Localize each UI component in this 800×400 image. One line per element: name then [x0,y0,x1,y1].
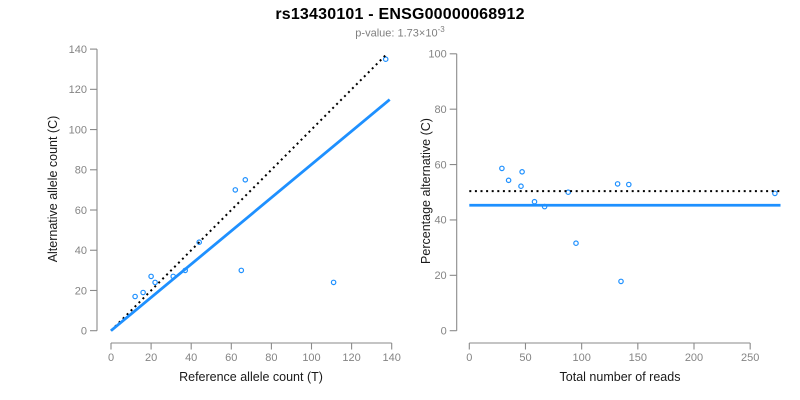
y-tick-label: 20 [434,270,446,282]
x-tick-label: 50 [519,352,531,364]
right-y-axis-title: Percentage alternative (C) [419,118,433,264]
data-point [140,289,146,296]
x-tick-label: 100 [302,352,320,364]
y-tick-label: 0 [81,326,87,338]
x-tick-label: 120 [342,352,360,364]
data-point [330,279,337,286]
y-tick-label: 60 [75,205,87,217]
x-tick-label: 100 [572,352,590,364]
x-tick-label: 150 [629,352,647,364]
data-point [505,177,512,184]
left-y-axis-title: Alternative allele count (C) [46,115,60,263]
data-point [232,187,239,193]
y-tick-label: 60 [434,159,446,171]
p-value-subtitle: p-value: 1.73×10-3 [0,25,800,40]
data-point [518,183,524,190]
x-tick-label: 250 [741,352,759,364]
left-x-axis-title: Reference allele count (T) [179,370,323,384]
data-point [618,278,624,285]
data-point [148,273,154,280]
y-tick-label: 40 [434,215,446,227]
y-tick-label: 100 [428,49,446,61]
data-point [238,267,245,274]
x-tick-label: 20 [145,352,157,364]
data-point [196,239,203,246]
y-tick-label: 20 [75,285,87,297]
x-tick-label: 140 [383,352,401,364]
x-tick-label: 0 [108,352,114,364]
y-tick-label: 80 [75,165,87,177]
x-tick-label: 40 [185,352,197,364]
data-point [531,198,538,205]
right-x-axis-title: Total number of reads [559,370,681,384]
y-tick-label: 120 [69,84,87,96]
y-tick-label: 0 [441,326,447,338]
x-tick-label: 200 [685,352,703,364]
x-tick-label: 80 [265,352,277,364]
panel-right: 0 20 40 60 80 100 0 50 100 150 200 250 [428,49,781,364]
data-point [772,190,778,197]
data-point [152,279,158,286]
plot-title: rs13430101 - ENSG00000068912 [275,6,525,23]
data-point [573,240,579,247]
data-point [625,181,632,188]
data-point [382,56,389,63]
panel-left: 0 20 40 60 80 100 120 140 0 20 40 60 80 100 120 140 [69,44,401,364]
fit-line [110,98,391,332]
y-tick-label: 40 [75,245,87,257]
data-point [614,181,621,187]
x-tick-label: 60 [225,352,237,364]
identity-line [110,53,388,332]
data-point [519,169,525,175]
y-tick-label: 100 [69,124,87,136]
y-tick-label: 140 [69,44,87,56]
p-value-exponent: -3 [437,25,445,34]
data-point [499,165,505,172]
x-tick-label: 0 [466,352,472,364]
p-value-text: p-value: 1.73×10 [355,27,438,40]
data-point [132,293,138,300]
y-tick-label: 80 [434,104,446,116]
data-point [242,177,249,183]
data-point [565,189,572,196]
